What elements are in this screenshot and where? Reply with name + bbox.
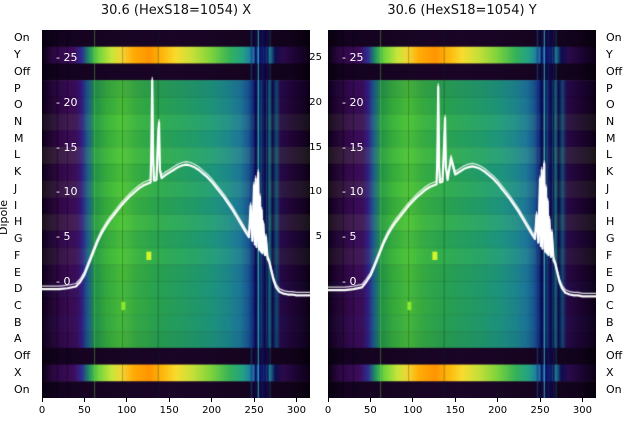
x-tick-label: 300 <box>286 405 306 416</box>
y-tick-label-gap: 5 <box>315 231 322 243</box>
dipole-label: Off <box>14 64 31 78</box>
dipole-label: Y <box>606 48 613 62</box>
x-tick-mark <box>454 398 456 402</box>
dipole-label: K <box>14 165 22 179</box>
heatmap-plot-x <box>42 30 310 398</box>
dipole-label: J <box>14 181 18 195</box>
y-tick-label: - 0 <box>56 275 71 288</box>
dipole-label: L <box>606 148 613 162</box>
dipole-label: P <box>14 81 21 95</box>
dipole-label: I <box>14 198 18 212</box>
y-tick-label-gap: 10 <box>309 186 322 198</box>
dipole-label: N <box>14 115 23 128</box>
dipole-label: F <box>14 248 21 262</box>
x-tick-label: 0 <box>324 405 332 416</box>
dipole-label: M <box>14 131 24 145</box>
y-tick-label: - 20 <box>342 95 364 109</box>
y-tick-label: - 25 <box>56 51 78 64</box>
dipole-label: H <box>14 215 23 229</box>
dipole-label: P <box>606 81 613 95</box>
dipole-label: Off <box>606 349 623 363</box>
plot-title-y: 30.6 (HexS18=1054) Y <box>387 3 537 18</box>
y-tick-label: - 15 <box>56 140 78 154</box>
dipole-label: Off <box>606 64 623 78</box>
y-tick-label: - 20 <box>56 95 78 109</box>
dipole-label: X <box>14 365 22 379</box>
dipole-label: I <box>606 198 610 212</box>
y-tick-label: - 10 <box>56 185 78 199</box>
dipole-label: C <box>14 299 22 312</box>
dipole-label: L <box>14 148 21 162</box>
x-tick-mark <box>581 398 583 402</box>
y-tick-label: - 10 <box>342 185 364 199</box>
dipole-label: On <box>606 382 622 396</box>
dipole-label: D <box>14 282 23 296</box>
dipole-label: M <box>606 131 616 145</box>
dipole-label: H <box>606 215 615 229</box>
y-tick-label: - 25 <box>342 51 364 64</box>
dipole-label: E <box>14 265 21 279</box>
dipole-label: F <box>606 248 613 262</box>
dipole-label: A <box>14 332 22 346</box>
dipole-label: Y <box>14 48 21 62</box>
x-tick-label: 100 <box>403 405 423 416</box>
x-tick-mark <box>412 398 414 402</box>
x-tick-mark <box>126 398 128 402</box>
dipole-label: On <box>606 31 622 45</box>
x-tick-mark <box>497 398 499 402</box>
dipole-label: C <box>606 299 614 312</box>
y-tick-label-gap: 25 <box>309 52 322 63</box>
y-tick-label-gap: 15 <box>309 141 322 153</box>
dipole-label: N <box>606 115 615 128</box>
x-tick-mark <box>41 398 43 402</box>
plot-title-x: 30.6 (HexS18=1054) X <box>100 3 252 18</box>
x-tick-label: 100 <box>117 405 137 416</box>
y-tick-label: - 15 <box>342 140 364 154</box>
y-tick-label: - 5 <box>342 230 357 244</box>
x-tick-mark <box>295 398 297 402</box>
x-tick-label: 250 <box>244 405 264 416</box>
dipole-label: O <box>606 98 615 112</box>
dipole-label: D <box>606 282 615 296</box>
dipole-label: O <box>14 98 23 112</box>
dipole-axis-label: Dipole <box>0 199 10 235</box>
y-tick-label: - 0 <box>342 275 357 288</box>
x-tick-mark <box>539 398 541 402</box>
x-tick-mark <box>369 398 371 402</box>
dipole-label: J <box>606 181 610 195</box>
x-tick-label: 300 <box>572 405 592 416</box>
x-tick-mark <box>83 398 85 402</box>
dipole-label: Off <box>14 349 31 363</box>
dipole-label: K <box>606 165 614 179</box>
x-tick-mark <box>327 398 329 402</box>
x-tick-mark <box>253 398 255 402</box>
dipole-label: On <box>14 31 30 45</box>
y-tick-label-gap: 20 <box>309 96 322 108</box>
x-tick-mark <box>168 398 170 402</box>
dipole-label: G <box>14 232 23 246</box>
y-tick-label: - 5 <box>56 230 71 244</box>
dipole-label: G <box>606 232 615 246</box>
x-tick-label: 200 <box>488 405 508 416</box>
dipole-label: A <box>606 332 614 346</box>
dipole-label: E <box>606 265 613 279</box>
dipole-label: X <box>606 365 614 379</box>
x-tick-label: 50 <box>78 405 91 416</box>
x-tick-label: 150 <box>159 405 179 416</box>
x-tick-label: 50 <box>364 405 377 416</box>
dipole-label: B <box>14 315 22 329</box>
x-tick-label: 250 <box>530 405 550 416</box>
x-tick-label: 0 <box>38 405 46 416</box>
dipole-label: On <box>14 382 30 396</box>
x-tick-label: 150 <box>445 405 465 416</box>
heatmap-plot-y <box>328 30 596 398</box>
dipole-label: B <box>606 315 614 329</box>
x-tick-label: 200 <box>202 405 222 416</box>
x-tick-mark <box>211 398 213 402</box>
